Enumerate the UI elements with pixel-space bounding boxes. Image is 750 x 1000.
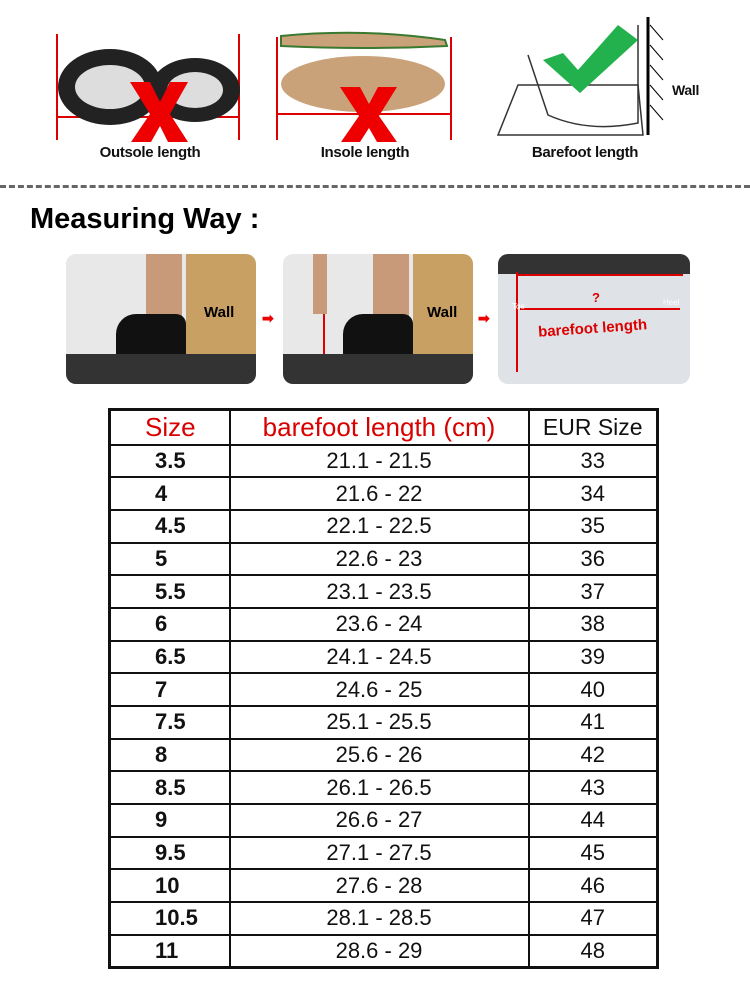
- barefoot-illustration: [496, 17, 664, 136]
- cell-eur-size: 47: [527, 901, 659, 936]
- cell-barefoot-length: 23.6 - 24: [228, 606, 530, 642]
- cell-size: 7: [108, 672, 231, 707]
- table-header-row: Size barefoot length (cm) EUR Size: [108, 408, 659, 446]
- cell-barefoot-length: 27.1 - 27.5: [228, 835, 530, 871]
- wall-label: Wall: [427, 304, 458, 321]
- table-row: 8 25.6 - 26 42: [108, 737, 659, 773]
- table-row: 7.5 25.1 - 25.5 41: [108, 705, 659, 740]
- cell-eur-size: 38: [527, 606, 659, 642]
- cell-eur-size: 35: [527, 508, 659, 544]
- cell-barefoot-length: 26.6 - 27: [228, 803, 530, 838]
- cell-barefoot-length: 28.1 - 28.5: [228, 901, 530, 936]
- cell-barefoot-length: 21.1 - 21.5: [228, 443, 530, 479]
- table-row: 10.5 28.1 - 28.5 47: [108, 901, 659, 936]
- cell-eur-size: 33: [527, 443, 659, 479]
- cell-size: 10.5: [108, 901, 231, 936]
- cell-barefoot-length: 23.1 - 23.5: [228, 574, 530, 609]
- cell-size: 7.5: [108, 705, 231, 740]
- cell-size: 8: [108, 737, 231, 773]
- table-row: 5.5 23.1 - 23.5 37: [108, 574, 659, 609]
- insole-illustration: [276, 31, 452, 142]
- cell-eur-size: 39: [527, 639, 659, 675]
- table-row: 8.5 26.1 - 26.5 43: [108, 770, 659, 806]
- cell-size: 5: [108, 541, 231, 577]
- measuring-title: Measuring Way :: [30, 203, 260, 235]
- table-row: 9.5 27.1 - 27.5 45: [108, 835, 659, 871]
- step2-photo: Wall: [283, 254, 473, 384]
- cell-size: 5.5: [108, 574, 231, 609]
- table-row: 10 27.6 - 28 46: [108, 868, 659, 904]
- cell-barefoot-length: 21.6 - 22: [228, 476, 530, 511]
- x-icon: [340, 87, 397, 142]
- cell-size: 6.5: [108, 639, 231, 675]
- table-row: 9 26.6 - 27 44: [108, 803, 659, 838]
- outsole-illustration: [56, 34, 240, 142]
- insole-caption: Insole length: [320, 144, 410, 161]
- cell-eur-size: 37: [527, 574, 659, 609]
- cell-size: 9: [108, 803, 231, 838]
- size-table: Size barefoot length (cm) EUR Size 3.5 21…: [108, 408, 659, 969]
- arrow-right-icon: ➡: [262, 310, 274, 326]
- cell-eur-size: 34: [527, 476, 659, 511]
- cell-size: 9.5: [108, 835, 231, 871]
- outsole-caption: Outsole length: [99, 144, 201, 161]
- cell-eur-size: 48: [527, 933, 659, 969]
- cell-size: 4.5: [108, 508, 231, 544]
- cell-eur-size: 42: [527, 737, 659, 773]
- cell-barefoot-length: 24.1 - 24.5: [228, 639, 530, 675]
- header-barefoot-length: barefoot length (cm): [228, 408, 530, 446]
- step3-photo: Toe Heel ? barefoot length: [498, 254, 690, 384]
- cell-barefoot-length: 26.1 - 26.5: [228, 770, 530, 806]
- arrow-right-icon: ➡: [478, 310, 490, 326]
- table-row: 6 23.6 - 24 38: [108, 606, 659, 642]
- cell-size: 6: [108, 606, 231, 642]
- check-icon: [543, 25, 638, 93]
- step1-photo: Wall: [66, 254, 256, 384]
- cell-eur-size: 36: [527, 541, 659, 577]
- header-size: Size: [108, 408, 231, 446]
- dashed-divider: [0, 185, 750, 188]
- cell-size: 4: [108, 476, 231, 511]
- cell-size: 10: [108, 868, 231, 904]
- cell-barefoot-length: 25.6 - 26: [228, 737, 530, 773]
- cell-eur-size: 43: [527, 770, 659, 806]
- barefoot-length-label: barefoot length: [537, 316, 648, 341]
- question-mark: ?: [592, 290, 600, 305]
- wall-label: Wall: [204, 304, 235, 321]
- cell-size: 3.5: [108, 443, 231, 479]
- cell-eur-size: 41: [527, 705, 659, 740]
- cell-size: 8.5: [108, 770, 231, 806]
- table-row: 7 24.6 - 25 40: [108, 672, 659, 707]
- header-eur-size: EUR Size: [527, 408, 659, 446]
- cell-barefoot-length: 25.1 - 25.5: [228, 705, 530, 740]
- cell-barefoot-length: 24.6 - 25: [228, 672, 530, 707]
- cell-eur-size: 44: [527, 803, 659, 838]
- cell-eur-size: 40: [527, 672, 659, 707]
- table-row: 11 28.6 - 29 48: [108, 933, 659, 969]
- toe-label: Toe: [512, 302, 525, 311]
- cell-eur-size: 45: [527, 835, 659, 871]
- table-row: 4 21.6 - 22 34: [108, 476, 659, 511]
- x-icon: [130, 82, 188, 142]
- cell-barefoot-length: 22.6 - 23: [228, 541, 530, 577]
- cell-barefoot-length: 27.6 - 28: [228, 868, 530, 904]
- cell-size: 11: [108, 933, 231, 969]
- barefoot-caption: Barefoot length: [531, 144, 639, 161]
- table-row: 6.5 24.1 - 24.5 39: [108, 639, 659, 675]
- cell-barefoot-length: 28.6 - 29: [228, 933, 530, 969]
- table-row: 4.5 22.1 - 22.5 35: [108, 508, 659, 544]
- table-row: 5 22.6 - 23 36: [108, 541, 659, 577]
- cell-eur-size: 46: [527, 868, 659, 904]
- table-row: 3.5 21.1 - 21.5 33: [108, 443, 659, 479]
- cell-barefoot-length: 22.1 - 22.5: [228, 508, 530, 544]
- heel-label: Heel: [663, 298, 680, 307]
- wall-label: Wall: [672, 82, 700, 98]
